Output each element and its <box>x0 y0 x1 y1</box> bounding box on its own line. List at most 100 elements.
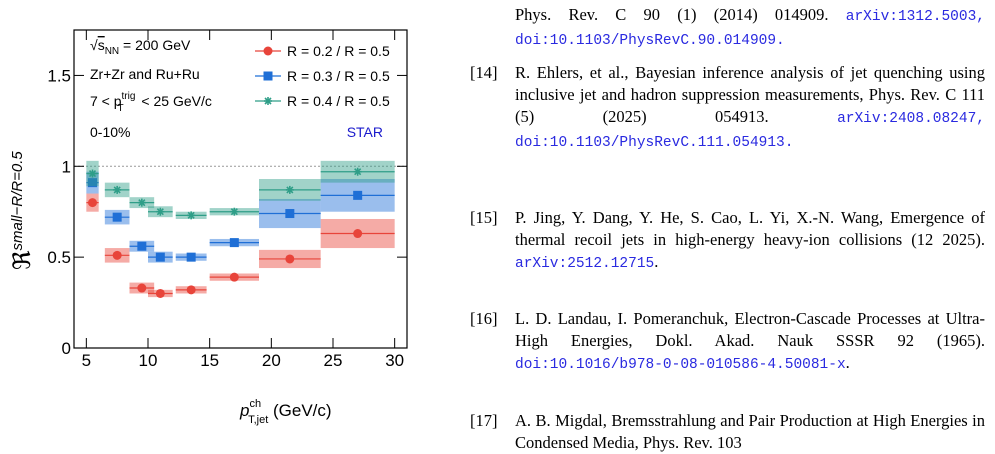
annotation: Zr+Zr and Ru+Ru <box>90 66 200 82</box>
annotation: 0-10% <box>90 124 130 140</box>
marker <box>353 229 363 239</box>
reference: Phys. Rev. C 90 (1) (2014) 014909. arXiv… <box>470 4 985 52</box>
reference-link[interactable]: arXiv:1312.5003, <box>845 9 985 25</box>
plot-frame <box>73 29 408 349</box>
annotation-part: s <box>98 37 105 53</box>
reference-link[interactable]: arXiv:2408.08247, <box>837 111 985 127</box>
x-tick-label: 15 <box>200 351 219 370</box>
marker-stroke <box>138 199 146 207</box>
y-tick-label: 1 <box>62 157 71 176</box>
marker <box>155 252 165 262</box>
reference-link[interactable]: doi:10.1016/b978-0-08-010586-4.50081-x <box>515 357 846 373</box>
annotation: STAR <box>347 124 383 140</box>
chart: √sNN = 200 GeV Zr+Zr and Ru+Ru 7 < ptrig… <box>9 29 408 426</box>
y-axis-label: ℜsmall−R/R=0.5 <box>9 151 36 270</box>
x-label-part: T,jet <box>248 414 268 426</box>
reference-link[interactable]: doi:10.1103/PhysRevC.90.014909. <box>515 33 785 49</box>
y-label-part: small−R/R=0.5 <box>9 151 26 251</box>
y-tick-label: 0.5 <box>47 248 71 267</box>
marker <box>137 241 147 251</box>
x-label-part: (GeV/c) <box>268 401 331 420</box>
reference-text: R. Ehlers, et al., Bayesian inference an… <box>515 63 985 126</box>
annotation-part: = 200 GeV <box>119 37 191 53</box>
marker <box>285 209 295 219</box>
x-tick-label: 30 <box>385 351 404 370</box>
y-tick-label: 1.5 <box>47 66 71 85</box>
annotation: 7 < ptrig T < 25 GeV/c <box>90 91 212 114</box>
legend-marker <box>263 71 273 81</box>
reference-label: [15] <box>470 208 498 227</box>
reference-text: . <box>654 252 659 271</box>
annotation-part: √ <box>90 37 98 53</box>
marker <box>155 288 165 298</box>
marker <box>353 190 363 200</box>
reference-text: P. Jing, Y. Dang, Y. He, S. Cao, L. Yi, … <box>515 208 985 249</box>
x-label-part: p <box>239 401 249 420</box>
marker <box>186 252 196 262</box>
x-tick-label: 5 <box>82 351 91 370</box>
reference-body: A. B. Migdal, Bremsstrahlung and Pair Pr… <box>515 410 985 454</box>
reference-label: [14] <box>470 63 498 82</box>
marker-stroke <box>286 186 294 194</box>
reference-label: [16] <box>470 309 498 328</box>
marker <box>88 198 97 208</box>
x-tick-label: 20 <box>262 351 281 370</box>
legend-marker <box>264 97 272 105</box>
reference-text: A. B. Migdal, Bremsstrahlung and Pair Pr… <box>515 411 985 452</box>
marker-stroke <box>264 97 272 105</box>
marker <box>230 207 239 216</box>
marker-stroke <box>187 211 195 219</box>
marker <box>187 211 196 220</box>
marker <box>88 169 97 178</box>
reference: [16] L. D. Landau, I. Pomeranchuk, Electr… <box>470 308 985 376</box>
y-label-part: ℜ <box>9 250 36 270</box>
annotation-part: NN <box>105 46 119 57</box>
marker <box>137 283 147 293</box>
marker <box>112 250 122 260</box>
marker <box>137 198 146 207</box>
reference: [17] A. B. Migdal, Bremsstrahlung and Pai… <box>470 410 985 454</box>
marker-stroke <box>354 168 362 176</box>
x-axis-label: pch T,jet (GeV/c) <box>239 398 332 426</box>
marker <box>186 285 196 295</box>
reference-text: Phys. Rev. C 90 (1) (2014) 014909. <box>515 5 846 24</box>
annotation-part: trig <box>122 91 136 102</box>
marker-stroke <box>88 169 97 178</box>
annotation-part: 7 < p <box>90 93 122 109</box>
marker <box>229 272 239 282</box>
legend-label: R = 0.3 / R = 0.5 <box>287 68 390 84</box>
marker-stroke <box>113 186 121 194</box>
reference-body: R. Ehlers, et al., Bayesian inference an… <box>515 62 985 154</box>
marker <box>229 238 239 248</box>
reference-text: L. D. Landau, I. Pomeranchuk, Electron-C… <box>515 309 985 350</box>
reference-label: [17] <box>470 411 498 430</box>
marker-stroke <box>156 208 164 216</box>
marker <box>112 212 122 222</box>
marker <box>285 185 294 194</box>
reference-body: L. D. Landau, I. Pomeranchuk, Electron-C… <box>515 308 985 376</box>
legend-label: R = 0.4 / R = 0.5 <box>287 93 390 109</box>
reference: [14] R. Ehlers, et al., Bayesian inferenc… <box>470 62 985 154</box>
annotation: √sNN = 200 GeV <box>90 37 191 57</box>
marker <box>353 167 362 176</box>
legend-label: R = 0.2 / R = 0.5 <box>287 43 390 59</box>
marker <box>156 207 165 216</box>
x-tick-label: 10 <box>139 351 158 370</box>
reference: [15] P. Jing, Y. Dang, Y. He, S. Cao, L. … <box>470 207 985 275</box>
marker-stroke <box>230 208 238 216</box>
reference-link[interactable]: arXiv:2512.12715 <box>515 256 655 272</box>
reference-link[interactable]: doi:10.1103/PhysRevC.111.054913. <box>515 135 794 151</box>
marker <box>113 185 122 194</box>
y-tick-label: 0 <box>62 339 71 358</box>
x-label-part: ch <box>249 398 261 410</box>
legend-marker <box>263 46 273 56</box>
annotation-part: T <box>117 103 123 114</box>
reference-text: . <box>845 353 850 372</box>
marker <box>285 254 295 264</box>
marker <box>88 178 97 188</box>
annotation-part: < 25 GeV/c <box>138 93 212 109</box>
reference-body: P. Jing, Y. Dang, Y. He, S. Cao, L. Yi, … <box>515 207 985 275</box>
x-tick-label: 25 <box>324 351 343 370</box>
reference-body: Phys. Rev. C 90 (1) (2014) 014909. arXiv… <box>515 4 985 52</box>
